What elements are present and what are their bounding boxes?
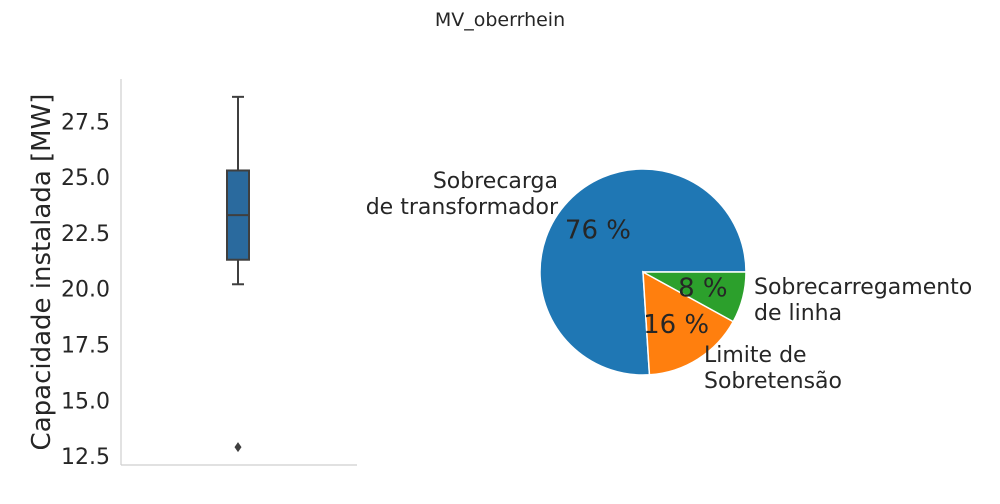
pie-pct-label: 8 % xyxy=(678,273,728,303)
pie-label-line: Sobrecarga xyxy=(433,169,558,194)
pie-label-line: Sobretensão xyxy=(704,369,842,394)
y-tick-label: 22.5 xyxy=(61,222,110,247)
pie-pct-label: 76 % xyxy=(565,216,631,246)
y-tick-label: 12.5 xyxy=(61,445,110,470)
pie-label-line: Sobrecarregamento xyxy=(754,275,972,300)
pie-slice xyxy=(539,168,747,376)
boxplot xyxy=(226,95,250,453)
y-tick-label: 27.5 xyxy=(61,110,110,135)
y-axis-label: Capacidade instalada [MW] xyxy=(27,94,57,451)
pie-pct-label: 16 % xyxy=(643,310,709,340)
y-tick-label: 25.0 xyxy=(61,166,110,191)
y-tick-label: 15.0 xyxy=(61,389,110,414)
pie-slice xyxy=(642,270,735,376)
y-tick-label: 17.5 xyxy=(61,334,110,359)
pie-label-line: de linha xyxy=(754,301,842,326)
pie-slice xyxy=(642,271,747,323)
boxplot-panel: 12.5 15.0 17.5 20.0 22.5 25.0 27.5 Capacidade … xyxy=(27,79,357,470)
y-tick-label: 20.0 xyxy=(61,278,110,303)
pie-label-line: de transformador xyxy=(366,195,559,220)
figure-title: MV_oberrhein xyxy=(435,9,565,31)
pie-label-line: Limite de xyxy=(704,343,807,368)
outlier-point xyxy=(234,442,242,453)
y-tick-labels: 12.5 15.0 17.5 20.0 22.5 25.0 27.5 xyxy=(61,110,110,470)
